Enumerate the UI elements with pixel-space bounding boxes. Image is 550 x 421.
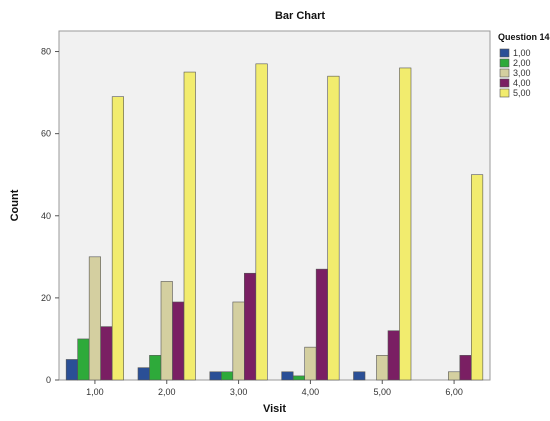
chart-title: Bar Chart <box>275 10 325 22</box>
legend-entry: 5,00 <box>513 88 531 98</box>
bar <box>244 272 257 381</box>
bar <box>459 355 472 381</box>
x-axis-label: Visit <box>263 403 286 415</box>
bar <box>111 96 124 381</box>
bar <box>255 63 268 381</box>
x-tick-label: 4,00 <box>302 387 320 397</box>
bar <box>232 301 245 381</box>
x-tick-label: 2,00 <box>158 387 176 397</box>
y-tick-label: 0 <box>46 375 51 385</box>
legend-swatch <box>499 78 510 88</box>
bars-group <box>65 63 484 381</box>
x-tick-label: 6,00 <box>445 387 463 397</box>
bar <box>65 359 78 381</box>
x-tick-label: 5,00 <box>373 387 391 397</box>
legend-entry: 4,00 <box>513 78 531 88</box>
bar <box>88 256 101 381</box>
x-tick-label: 1,00 <box>86 387 104 397</box>
bar <box>137 367 150 381</box>
bar <box>160 281 173 381</box>
legend-swatch <box>499 88 510 98</box>
bar <box>221 371 234 381</box>
bar <box>281 371 294 381</box>
bar <box>399 67 412 381</box>
legend-entry: 1,00 <box>513 48 531 58</box>
bar <box>471 174 484 381</box>
bar <box>149 355 162 381</box>
y-tick-label: 20 <box>41 293 51 303</box>
y-tick-label: 60 <box>41 129 51 139</box>
bar <box>183 71 196 381</box>
y-axis: 0 20 40 60 80 <box>41 47 59 385</box>
bar <box>353 371 366 381</box>
bar <box>77 338 90 381</box>
legend-swatch <box>499 58 510 68</box>
bar <box>100 326 113 381</box>
bar <box>315 268 328 381</box>
x-axis: 1,00 2,00 3,00 4,00 5,00 6,00 <box>86 380 463 397</box>
plot-area <box>58 30 491 381</box>
legend-swatch <box>499 68 510 78</box>
bar <box>292 375 305 381</box>
bar <box>376 355 389 381</box>
bar <box>304 346 317 381</box>
bar <box>448 371 461 381</box>
legend-entry: 2,00 <box>513 58 531 68</box>
bar <box>209 371 222 381</box>
y-axis-label: Count <box>9 189 21 221</box>
y-tick-label: 40 <box>41 211 51 221</box>
legend-swatch <box>499 48 510 58</box>
bar <box>387 330 400 381</box>
x-tick-label: 3,00 <box>230 387 248 397</box>
legend: Question 14 1,002,003,004,005,00 <box>498 32 550 98</box>
bar <box>172 301 185 381</box>
bar <box>327 75 340 381</box>
legend-entry: 3,00 <box>513 68 531 78</box>
legend-title: Question 14 <box>498 32 550 42</box>
y-tick-label: 80 <box>41 47 51 57</box>
